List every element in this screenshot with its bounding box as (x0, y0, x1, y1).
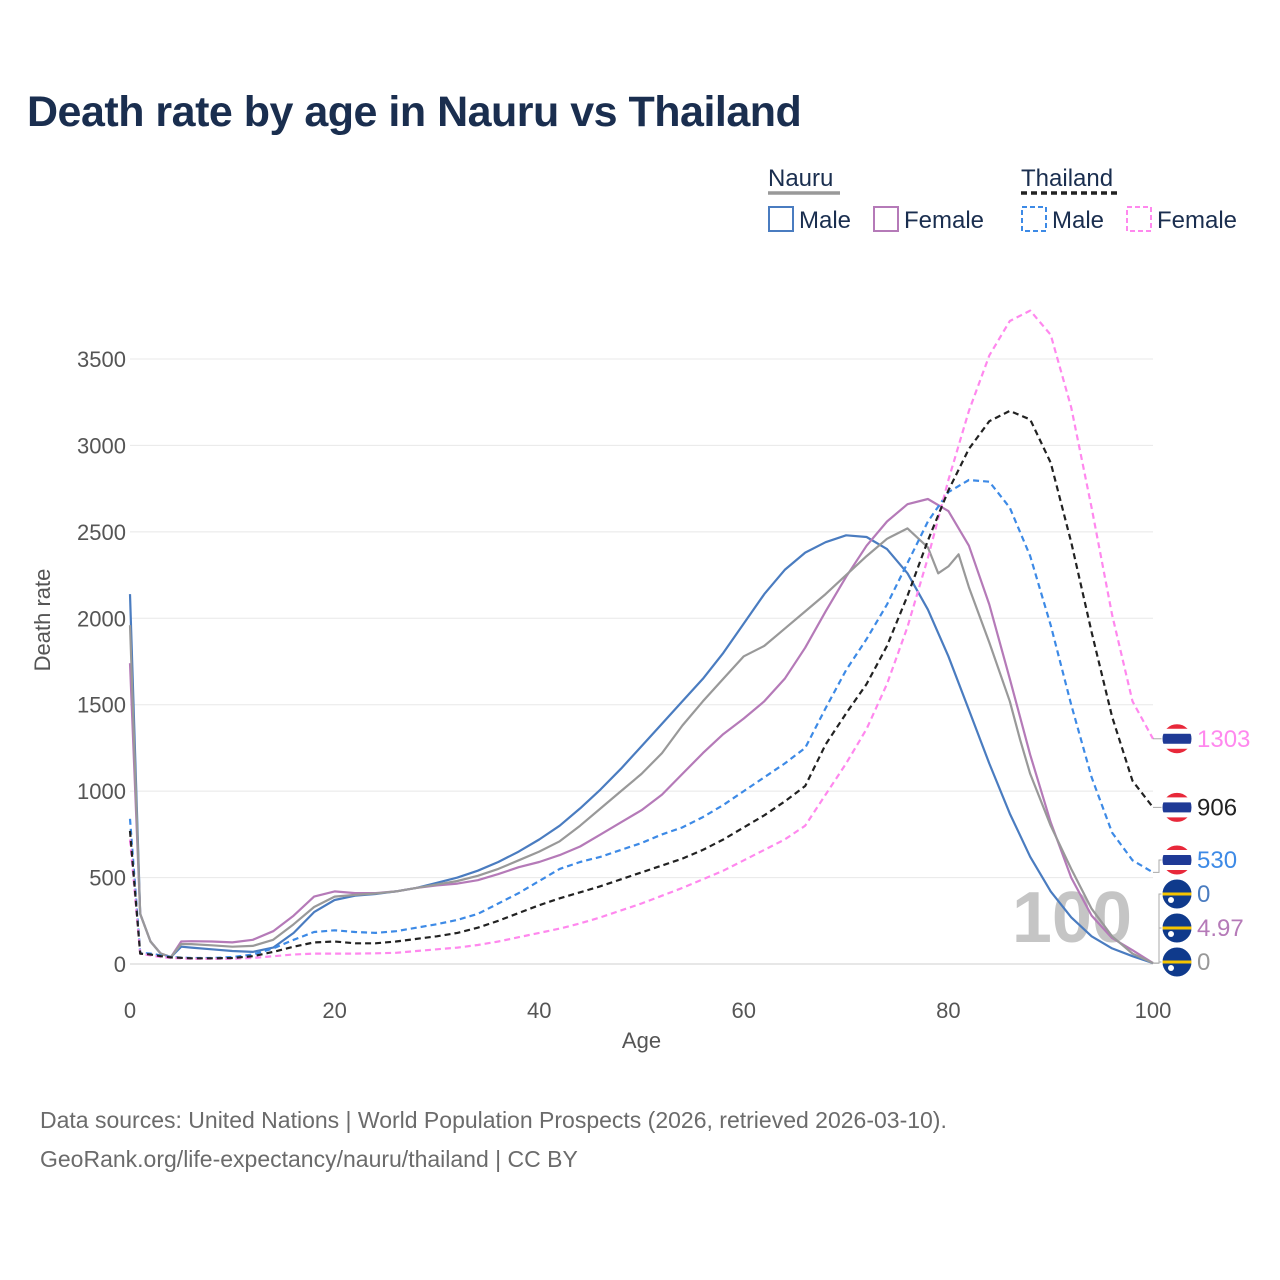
y-tick-label: 1500 (77, 693, 126, 718)
series-line-nauru-both-sexes- (128, 527, 1154, 965)
legend-group-thailand: Thailand (1021, 165, 1113, 192)
y-tick-label: 0 (114, 952, 126, 977)
legend-item-thailand-female: Female (1157, 207, 1237, 234)
flag-thailand-icon (1161, 723, 1193, 755)
legend-item-thailand-male: Male (1052, 207, 1104, 234)
x-axis-label: Age (622, 1028, 661, 1053)
y-tick-label: 3500 (77, 347, 126, 372)
end-label-connector (1153, 927, 1162, 964)
x-tick-label: 60 (732, 998, 756, 1023)
x-tick-label: 80 (936, 998, 960, 1023)
series-line-thailand-male (128, 478, 1154, 960)
end-label-connector (1153, 893, 1162, 964)
flag-thailand-icon (1161, 844, 1193, 876)
end-label-value: 0 (1197, 881, 1210, 908)
legend-swatch[interactable] (1126, 206, 1152, 232)
end-label-connector (1153, 859, 1162, 873)
series-line-thailand-female (128, 309, 1154, 960)
end-labels: 1303 906 530 0 4.97 0 (1153, 723, 1250, 978)
flag-nauru-icon (1161, 878, 1193, 910)
chart-title: Death rate by age in Nauru vs Thailand (27, 88, 802, 136)
end-label-value: 906 (1197, 794, 1237, 821)
grid-lines (130, 358, 1153, 965)
series-line-thailand-both-sexes- (128, 409, 1154, 960)
y-tick-label: 1000 (77, 779, 126, 804)
y-tick-label: 2000 (77, 606, 126, 631)
legend-swatch[interactable] (1021, 206, 1047, 232)
end-label-connector (1153, 961, 1162, 964)
flag-nauru-icon (1161, 946, 1193, 978)
flag-thailand-icon (1161, 791, 1193, 823)
end-label-value: 530 (1197, 847, 1237, 874)
series-line-nauru-male (128, 534, 1154, 965)
x-tick-label: 0 (124, 998, 136, 1023)
x-tick-label: 20 (322, 998, 346, 1023)
y-tick-label: 2500 (77, 520, 126, 545)
end-label-value: 4.97 (1197, 915, 1244, 942)
legend-item-nauru-female: Female (904, 207, 984, 234)
x-tick-label: 40 (527, 998, 551, 1023)
y-tick-label: 500 (89, 866, 126, 891)
legend-item-nauru-male: Male (799, 207, 851, 234)
legend[interactable]: Nauru Male Female Thailand Male Female (768, 165, 1237, 234)
flag-nauru-icon (1161, 912, 1193, 944)
axes: 0 500 1000 1500 2000 2500 3000 3500 0 20 40 60 80 100… (30, 347, 1171, 1053)
legend-swatch[interactable] (768, 206, 794, 232)
series-line-nauru-female (128, 497, 1154, 965)
end-label-value: 0 (1197, 949, 1210, 976)
series-layer (128, 309, 1154, 965)
y-axis-label: Death rate (30, 569, 55, 672)
y-tick-label: 3000 (77, 433, 126, 458)
legend-swatch[interactable] (873, 206, 899, 232)
x-tick-label: 100 (1135, 998, 1172, 1023)
source-note: Data sources: United Nations | World Pop… (40, 1107, 947, 1133)
end-label-value: 1303 (1197, 726, 1250, 753)
credit-note[interactable]: GeoRank.org/life-expectancy/nauru/thaila… (40, 1146, 578, 1172)
legend-group-nauru: Nauru (768, 165, 833, 192)
